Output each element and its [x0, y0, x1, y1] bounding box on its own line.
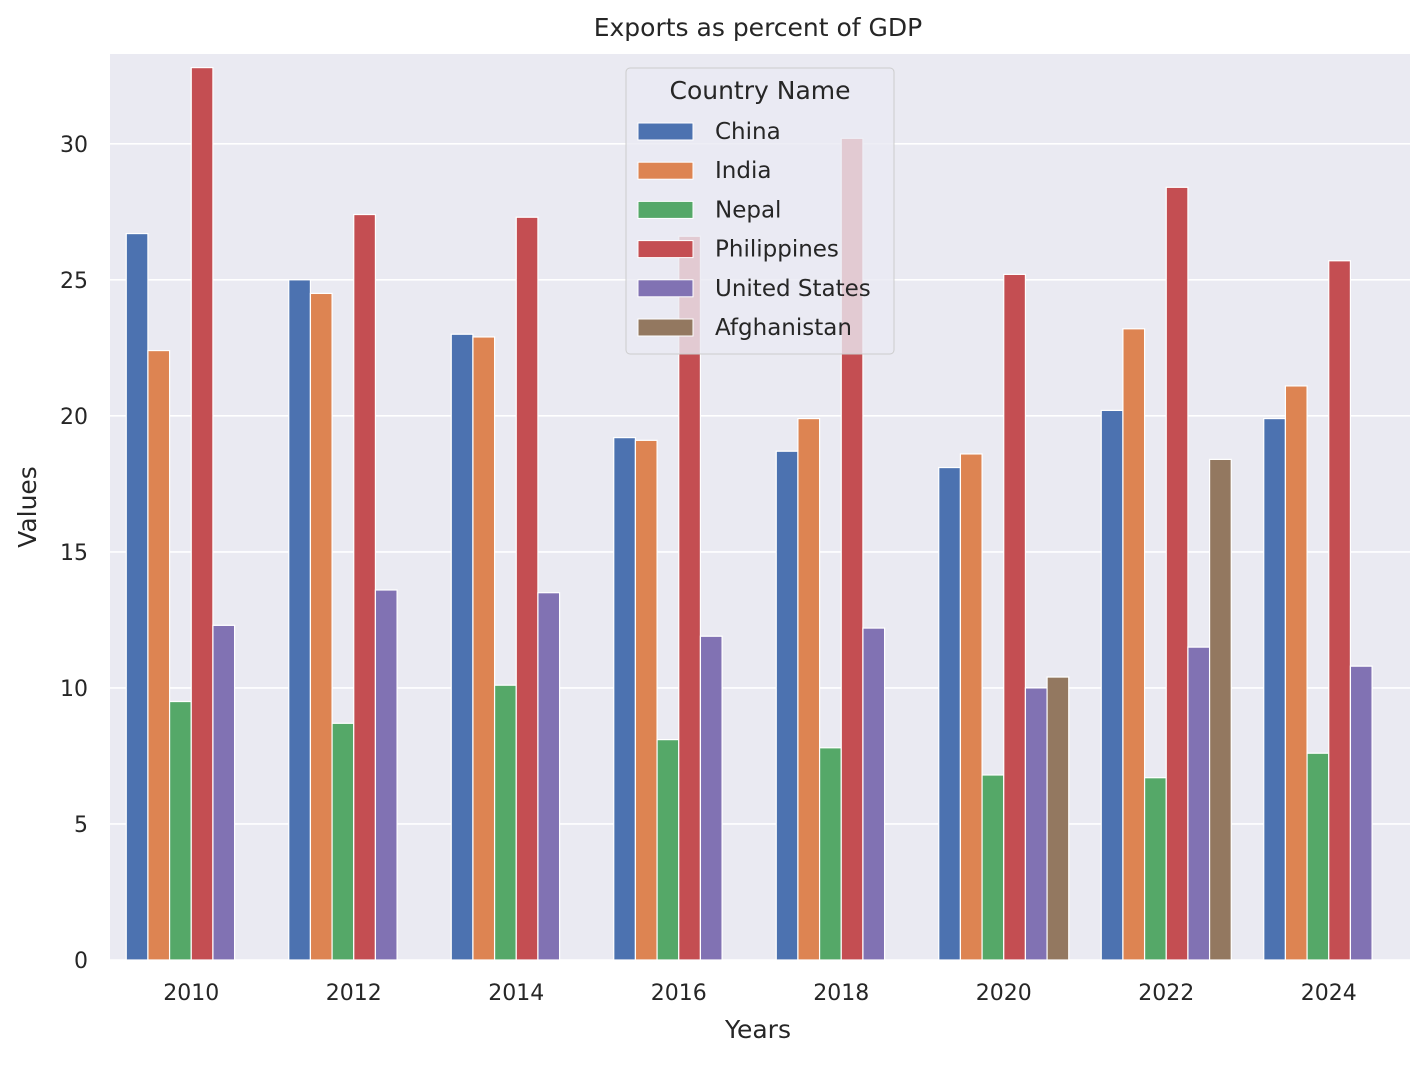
bar-india-2010 — [147, 349, 171, 961]
bar-united-states-2018 — [862, 627, 886, 961]
bar-philippines-2022 — [1165, 186, 1189, 961]
x-tick-label: 2016 — [651, 981, 707, 1006]
x-tick-label: 2020 — [976, 981, 1032, 1006]
bar-afghanistan-2020 — [1046, 676, 1070, 961]
legend-swatch — [637, 200, 694, 219]
bar-india-2014 — [472, 336, 496, 961]
y-tick-label: 20 — [60, 405, 88, 430]
bar-india-2024 — [1284, 385, 1308, 961]
bar-china-2020 — [938, 466, 962, 961]
bar-nepal-2010 — [168, 700, 192, 961]
bar-philippines-2024 — [1328, 260, 1352, 961]
bar-nepal-2016 — [656, 739, 680, 961]
legend-label: India — [715, 158, 771, 184]
y-tick-label: 15 — [60, 541, 88, 566]
x-tick-label: 2022 — [1138, 981, 1194, 1006]
x-tick-labels: 2010 2012 2014 2016 2018 2020 2022 2024 — [163, 981, 1357, 1006]
bar-afghanistan-2022 — [1208, 458, 1232, 961]
y-tick-label: 10 — [60, 677, 88, 702]
bar-india-2016 — [634, 439, 658, 961]
chart-title: Exports as percent of GDP — [594, 13, 923, 42]
x-tick-label: 2018 — [813, 981, 869, 1006]
legend: Country Name China India Nepal Philippines U… — [625, 67, 895, 355]
legend-swatch — [637, 122, 694, 141]
bar-nepal-2018 — [818, 747, 842, 961]
bar-china-2014 — [450, 333, 474, 961]
bar-philippines-2020 — [1003, 273, 1027, 961]
bar-india-2022 — [1122, 328, 1146, 961]
bar-china-2012 — [288, 279, 312, 961]
legend-title: Country Name — [669, 76, 850, 105]
bar-china-2016 — [613, 437, 637, 961]
bar-philippines-2012 — [353, 213, 377, 961]
bar-nepal-2024 — [1306, 752, 1330, 961]
bar-china-2010 — [125, 232, 149, 961]
y-tick-label: 5 — [74, 813, 88, 838]
bar-united-states-2020 — [1024, 687, 1048, 961]
bar-united-states-2014 — [537, 592, 561, 961]
bar-united-states-2016 — [699, 635, 723, 961]
legend-label: Nepal — [715, 197, 781, 223]
legend-label: United States — [715, 276, 871, 302]
bar-nepal-2022 — [1143, 777, 1167, 961]
bar-united-states-2012 — [374, 589, 398, 961]
bar-china-2022 — [1100, 409, 1124, 961]
legend-swatch — [637, 240, 694, 259]
legend-swatch — [637, 318, 694, 337]
bar-india-2012 — [309, 292, 333, 961]
bar-china-2024 — [1263, 417, 1287, 961]
x-tick-label: 2012 — [326, 981, 382, 1006]
bar-china-2018 — [775, 450, 799, 961]
x-axis-label: Years — [724, 1015, 791, 1044]
bar-philippines-2010 — [190, 67, 214, 961]
legend-swatch — [637, 279, 694, 298]
x-tick-label: 2024 — [1301, 981, 1357, 1006]
y-axis-label: Values — [13, 466, 42, 548]
y-tick-labels: 0 5 10 15 20 25 30 — [60, 133, 88, 974]
bar-nepal-2014 — [493, 684, 517, 961]
bar-nepal-2012 — [331, 722, 355, 961]
bar-united-states-2024 — [1349, 665, 1373, 961]
y-tick-label: 30 — [60, 133, 88, 158]
bar-india-2020 — [959, 453, 983, 961]
legend-label: Afghanistan — [715, 315, 852, 341]
x-tick-label: 2010 — [163, 981, 219, 1006]
x-tick-label: 2014 — [488, 981, 544, 1006]
bar-united-states-2010 — [212, 624, 236, 961]
y-tick-label: 25 — [60, 269, 88, 294]
bar-united-states-2022 — [1187, 646, 1211, 961]
bar-nepal-2020 — [981, 774, 1005, 961]
legend-swatch — [637, 161, 694, 180]
legend-label: Philippines — [715, 237, 839, 263]
bar-india-2018 — [797, 417, 821, 961]
legend-label: China — [715, 119, 781, 145]
y-tick-label: 0 — [74, 949, 88, 974]
bar-philippines-2014 — [515, 216, 539, 961]
bars — [125, 67, 1373, 961]
